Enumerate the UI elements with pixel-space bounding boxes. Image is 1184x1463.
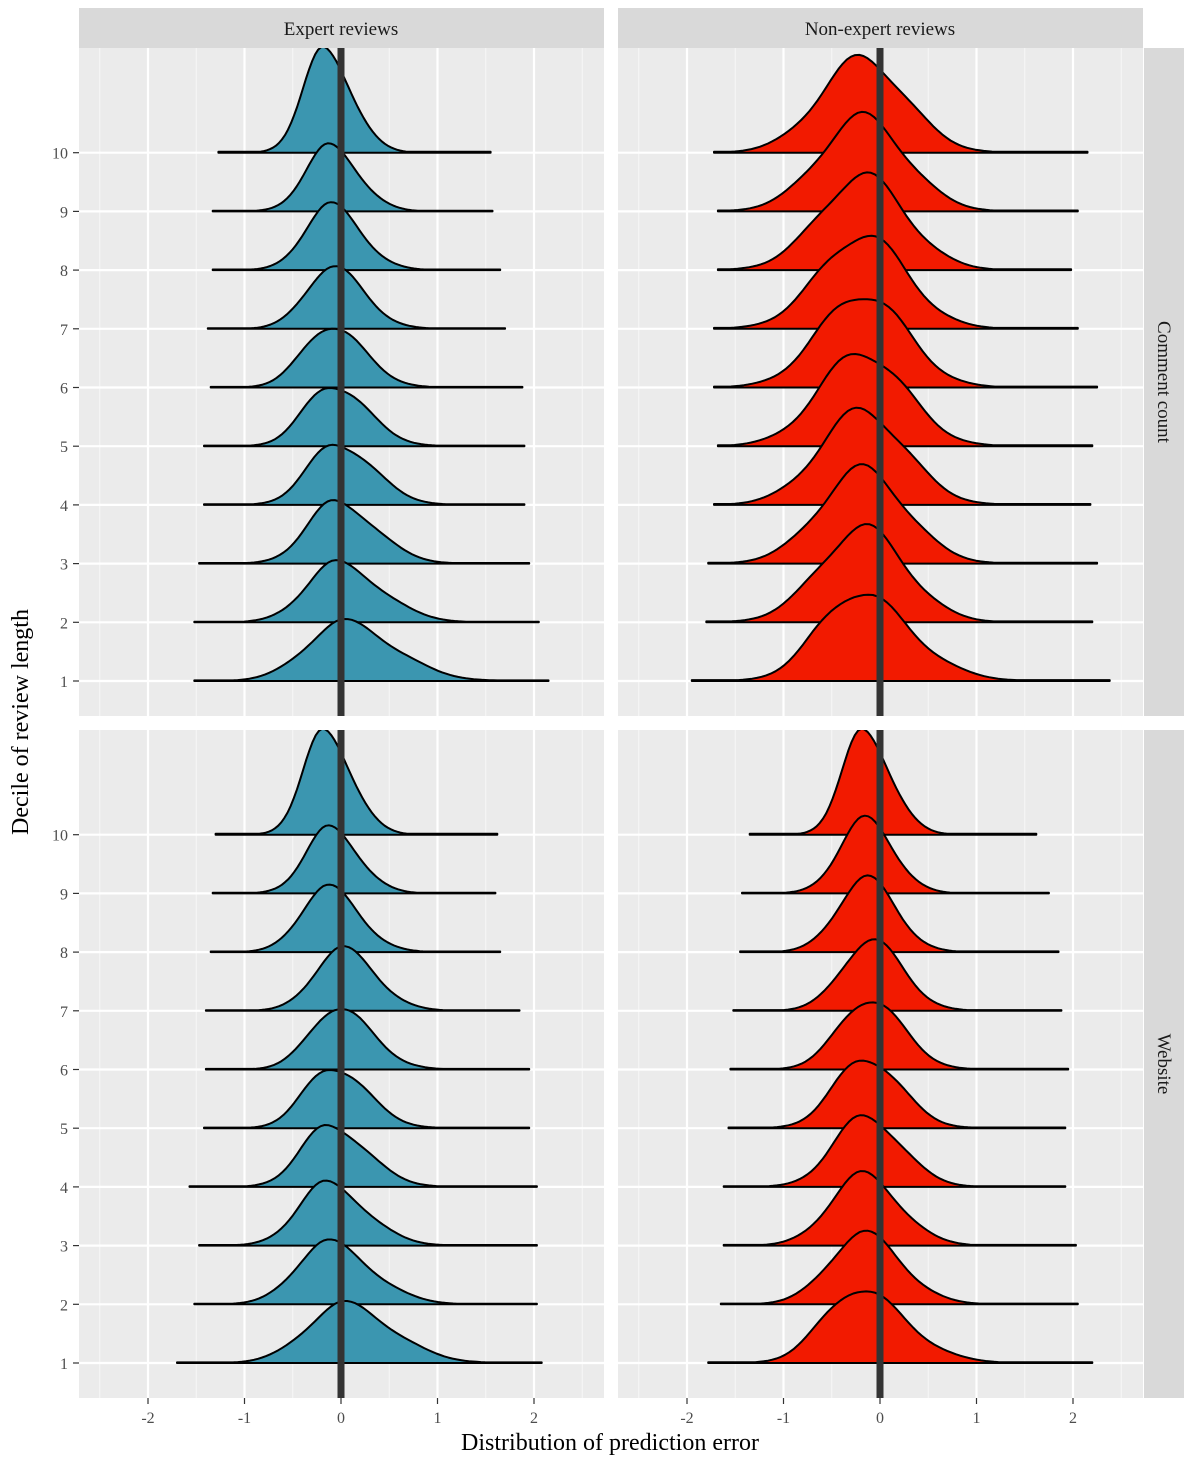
ridge-decile-9 bbox=[741, 814, 1050, 895]
ridge-decile-7 bbox=[206, 265, 507, 330]
x-tick-label: -1 bbox=[777, 1410, 790, 1427]
ridge-decile-9 bbox=[211, 142, 494, 213]
ridge-decile-9 bbox=[716, 110, 1079, 213]
y-tick-label: 4 bbox=[60, 498, 68, 515]
x-tick-label: -2 bbox=[680, 1410, 693, 1427]
ridge-decile-2 bbox=[705, 523, 1094, 624]
strip-website-bg bbox=[1144, 730, 1184, 1398]
ridge-decile-10 bbox=[217, 48, 492, 154]
y-tick-label: 10 bbox=[52, 146, 68, 163]
ridge-decile-6 bbox=[729, 1001, 1070, 1071]
ticks-layer: 1 2 3 4 5 6 7 8 9 10 1 2 3 4 5 6 7 8 9 10 -2 -1 0 1 2 -2 -1 0 1 2 bbox=[52, 146, 1077, 1427]
y-tick-label: 6 bbox=[60, 1063, 68, 1080]
ridge-decile-3 bbox=[707, 463, 1099, 565]
ridge-decile-2 bbox=[719, 1229, 1079, 1306]
y-tick-label: 1 bbox=[60, 1356, 68, 1373]
strip-comment-count-bg bbox=[1144, 48, 1184, 716]
ridge-decile-2 bbox=[193, 1238, 538, 1306]
strip-website-label: Website bbox=[1153, 1034, 1174, 1095]
ridge-decile-1 bbox=[690, 593, 1111, 682]
ridge-decile-5 bbox=[727, 1059, 1067, 1130]
ridge-decile-1 bbox=[176, 1300, 543, 1364]
ridge-decile-4 bbox=[722, 1114, 1067, 1188]
ridge-decile-4 bbox=[203, 443, 526, 506]
x-tick-label: 2 bbox=[530, 1410, 538, 1427]
y-tick-label: 5 bbox=[60, 1121, 68, 1138]
ridge-decile-7 bbox=[713, 234, 1079, 330]
ridges bbox=[193, 48, 550, 682]
ridge-decile-1 bbox=[707, 1290, 1094, 1364]
y-tick-label: 3 bbox=[60, 1239, 68, 1256]
panel-expert-reviewscomment-count bbox=[79, 48, 604, 716]
y-tick-label: 7 bbox=[60, 322, 68, 339]
strip-nonexpert-bg bbox=[618, 8, 1143, 48]
x-tick-label: 0 bbox=[337, 1410, 345, 1427]
panel-expert-reviewswebsite bbox=[79, 730, 604, 1398]
y-tick-label: 1 bbox=[60, 674, 68, 691]
y-tick-label: 5 bbox=[60, 439, 68, 456]
ridge-decile-8 bbox=[211, 201, 502, 272]
strip-expert-bg bbox=[79, 8, 604, 48]
y-tick-label: 3 bbox=[60, 557, 68, 574]
x-tick-label: -1 bbox=[238, 1410, 251, 1427]
y-tick-label: 9 bbox=[60, 204, 68, 221]
ridge-decile-6 bbox=[204, 1008, 531, 1071]
x-tick-label: 1 bbox=[973, 1410, 981, 1427]
y-axis-title: Decile of review length bbox=[8, 609, 34, 835]
ridge-decile-10 bbox=[748, 730, 1038, 836]
ridge-decile-8 bbox=[739, 874, 1060, 954]
ridge-decile-9 bbox=[211, 824, 497, 895]
ridge-decile-2 bbox=[193, 559, 540, 624]
panel-non-expert-reviewscomment-count bbox=[618, 48, 1143, 716]
y-tick-label: 9 bbox=[60, 886, 68, 903]
y-tick-label: 8 bbox=[60, 263, 68, 280]
y-tick-label: 6 bbox=[60, 381, 68, 398]
strip-expert-label: Expert reviews bbox=[284, 19, 398, 40]
x-tick-label: 0 bbox=[876, 1410, 884, 1427]
x-axis-title: Distribution of prediction error bbox=[461, 1430, 759, 1456]
ridge-decile-1 bbox=[193, 618, 550, 682]
ridge-decile-6 bbox=[209, 327, 524, 389]
ridge-decile-5 bbox=[203, 1069, 531, 1130]
ridge-decile-5 bbox=[203, 387, 526, 448]
ridge-decile-7 bbox=[204, 945, 521, 1012]
ridges bbox=[176, 730, 543, 1364]
x-tick-label: 2 bbox=[1069, 1410, 1077, 1427]
y-tick-label: 7 bbox=[60, 1004, 68, 1021]
ridge-decile-10 bbox=[214, 730, 499, 836]
panels-layer bbox=[79, 48, 1143, 1398]
y-tick-label: 4 bbox=[60, 1180, 68, 1197]
ridge-decile-10 bbox=[713, 53, 1089, 154]
ridge-decile-8 bbox=[716, 171, 1073, 272]
panel-non-expert-reviewswebsite bbox=[618, 730, 1143, 1398]
y-tick-label: 10 bbox=[52, 828, 68, 845]
x-tick-label: 1 bbox=[434, 1410, 442, 1427]
ridge-decile-3 bbox=[198, 1179, 538, 1247]
ridge-decile-5 bbox=[716, 353, 1094, 448]
y-tick-label: 8 bbox=[60, 945, 68, 962]
y-tick-label: 2 bbox=[60, 1297, 68, 1314]
ridges bbox=[707, 730, 1094, 1364]
strip-comment-count-label: Comment count bbox=[1153, 321, 1174, 444]
strip-nonexpert-label: Non-expert reviews bbox=[805, 19, 955, 40]
ridge-decile-3 bbox=[722, 1170, 1077, 1247]
ridges bbox=[690, 53, 1111, 682]
y-tick-label: 2 bbox=[60, 615, 68, 632]
ridge-decile-4 bbox=[713, 406, 1092, 506]
ridge-decile-6 bbox=[713, 298, 1099, 389]
x-tick-label: -2 bbox=[141, 1410, 154, 1427]
ridge-decile-4 bbox=[188, 1124, 538, 1188]
ridge-decile-8 bbox=[209, 883, 502, 954]
ridge-decile-7 bbox=[732, 938, 1063, 1012]
ridge-decile-3 bbox=[198, 499, 531, 565]
